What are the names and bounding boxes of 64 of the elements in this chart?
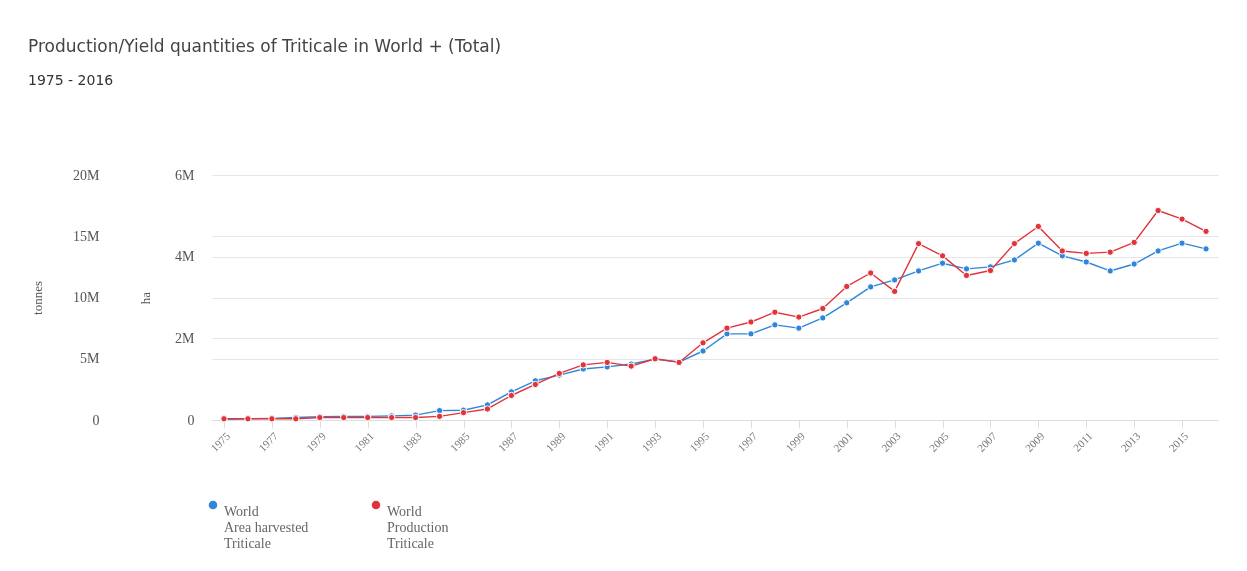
point bbox=[435, 406, 444, 415]
y-tick-label: 2M bbox=[175, 330, 196, 346]
point bbox=[867, 283, 875, 291]
point bbox=[699, 339, 707, 347]
point bbox=[531, 380, 540, 389]
point bbox=[771, 321, 779, 329]
point bbox=[914, 239, 923, 248]
point bbox=[962, 265, 971, 273]
point bbox=[890, 287, 899, 296]
y-axis-title: ha bbox=[138, 291, 154, 305]
point bbox=[1082, 249, 1090, 258]
point bbox=[1178, 239, 1186, 247]
point bbox=[938, 259, 947, 267]
point bbox=[938, 252, 947, 260]
point bbox=[699, 347, 707, 355]
point bbox=[435, 412, 444, 420]
y-tick-label: 0 bbox=[187, 412, 195, 428]
point bbox=[747, 330, 755, 338]
point bbox=[819, 304, 827, 313]
y-tick-label: 4M bbox=[175, 249, 196, 265]
point bbox=[795, 313, 803, 321]
point bbox=[1202, 227, 1210, 236]
point bbox=[507, 391, 516, 400]
y2-axis-title: tonnes bbox=[30, 281, 46, 315]
point bbox=[890, 276, 899, 284]
point bbox=[1082, 258, 1090, 266]
point bbox=[1130, 238, 1138, 247]
point bbox=[723, 324, 731, 332]
point bbox=[747, 318, 755, 326]
y-tick-label: 6M bbox=[175, 167, 196, 183]
point bbox=[867, 269, 875, 277]
point bbox=[1202, 245, 1210, 253]
point bbox=[723, 330, 731, 338]
point bbox=[1106, 267, 1114, 275]
point bbox=[1034, 222, 1043, 231]
legend-label: World Production Triticale bbox=[387, 504, 449, 551]
point bbox=[962, 271, 971, 280]
point bbox=[1154, 206, 1162, 215]
point bbox=[1010, 256, 1019, 264]
chart-title: Production/Yield quantities of Triticale in World + (Total) bbox=[28, 36, 502, 56]
point bbox=[1154, 247, 1162, 255]
point bbox=[1178, 215, 1186, 223]
point bbox=[795, 324, 803, 332]
point bbox=[843, 299, 851, 307]
y2-tick-label: 15M bbox=[73, 228, 101, 244]
point bbox=[1058, 247, 1066, 255]
point bbox=[483, 405, 492, 413]
y2-tick-label: 20M bbox=[73, 167, 101, 183]
y2-tick-label: 10M bbox=[73, 290, 101, 305]
point bbox=[1010, 239, 1019, 248]
point bbox=[1034, 239, 1043, 247]
y2-tick-label: 0 bbox=[92, 412, 100, 428]
point bbox=[819, 314, 827, 322]
point bbox=[771, 308, 779, 316]
text: 1975 - 2016 bbox=[28, 72, 114, 88]
point bbox=[603, 358, 611, 367]
legend-label: World Area harvested Triticale bbox=[224, 504, 309, 551]
point bbox=[914, 267, 923, 275]
point bbox=[843, 282, 851, 291]
point bbox=[986, 266, 995, 275]
point bbox=[1130, 260, 1138, 268]
point bbox=[579, 361, 587, 369]
point bbox=[1106, 248, 1114, 256]
y2-tick-label: 5M bbox=[80, 351, 101, 367]
